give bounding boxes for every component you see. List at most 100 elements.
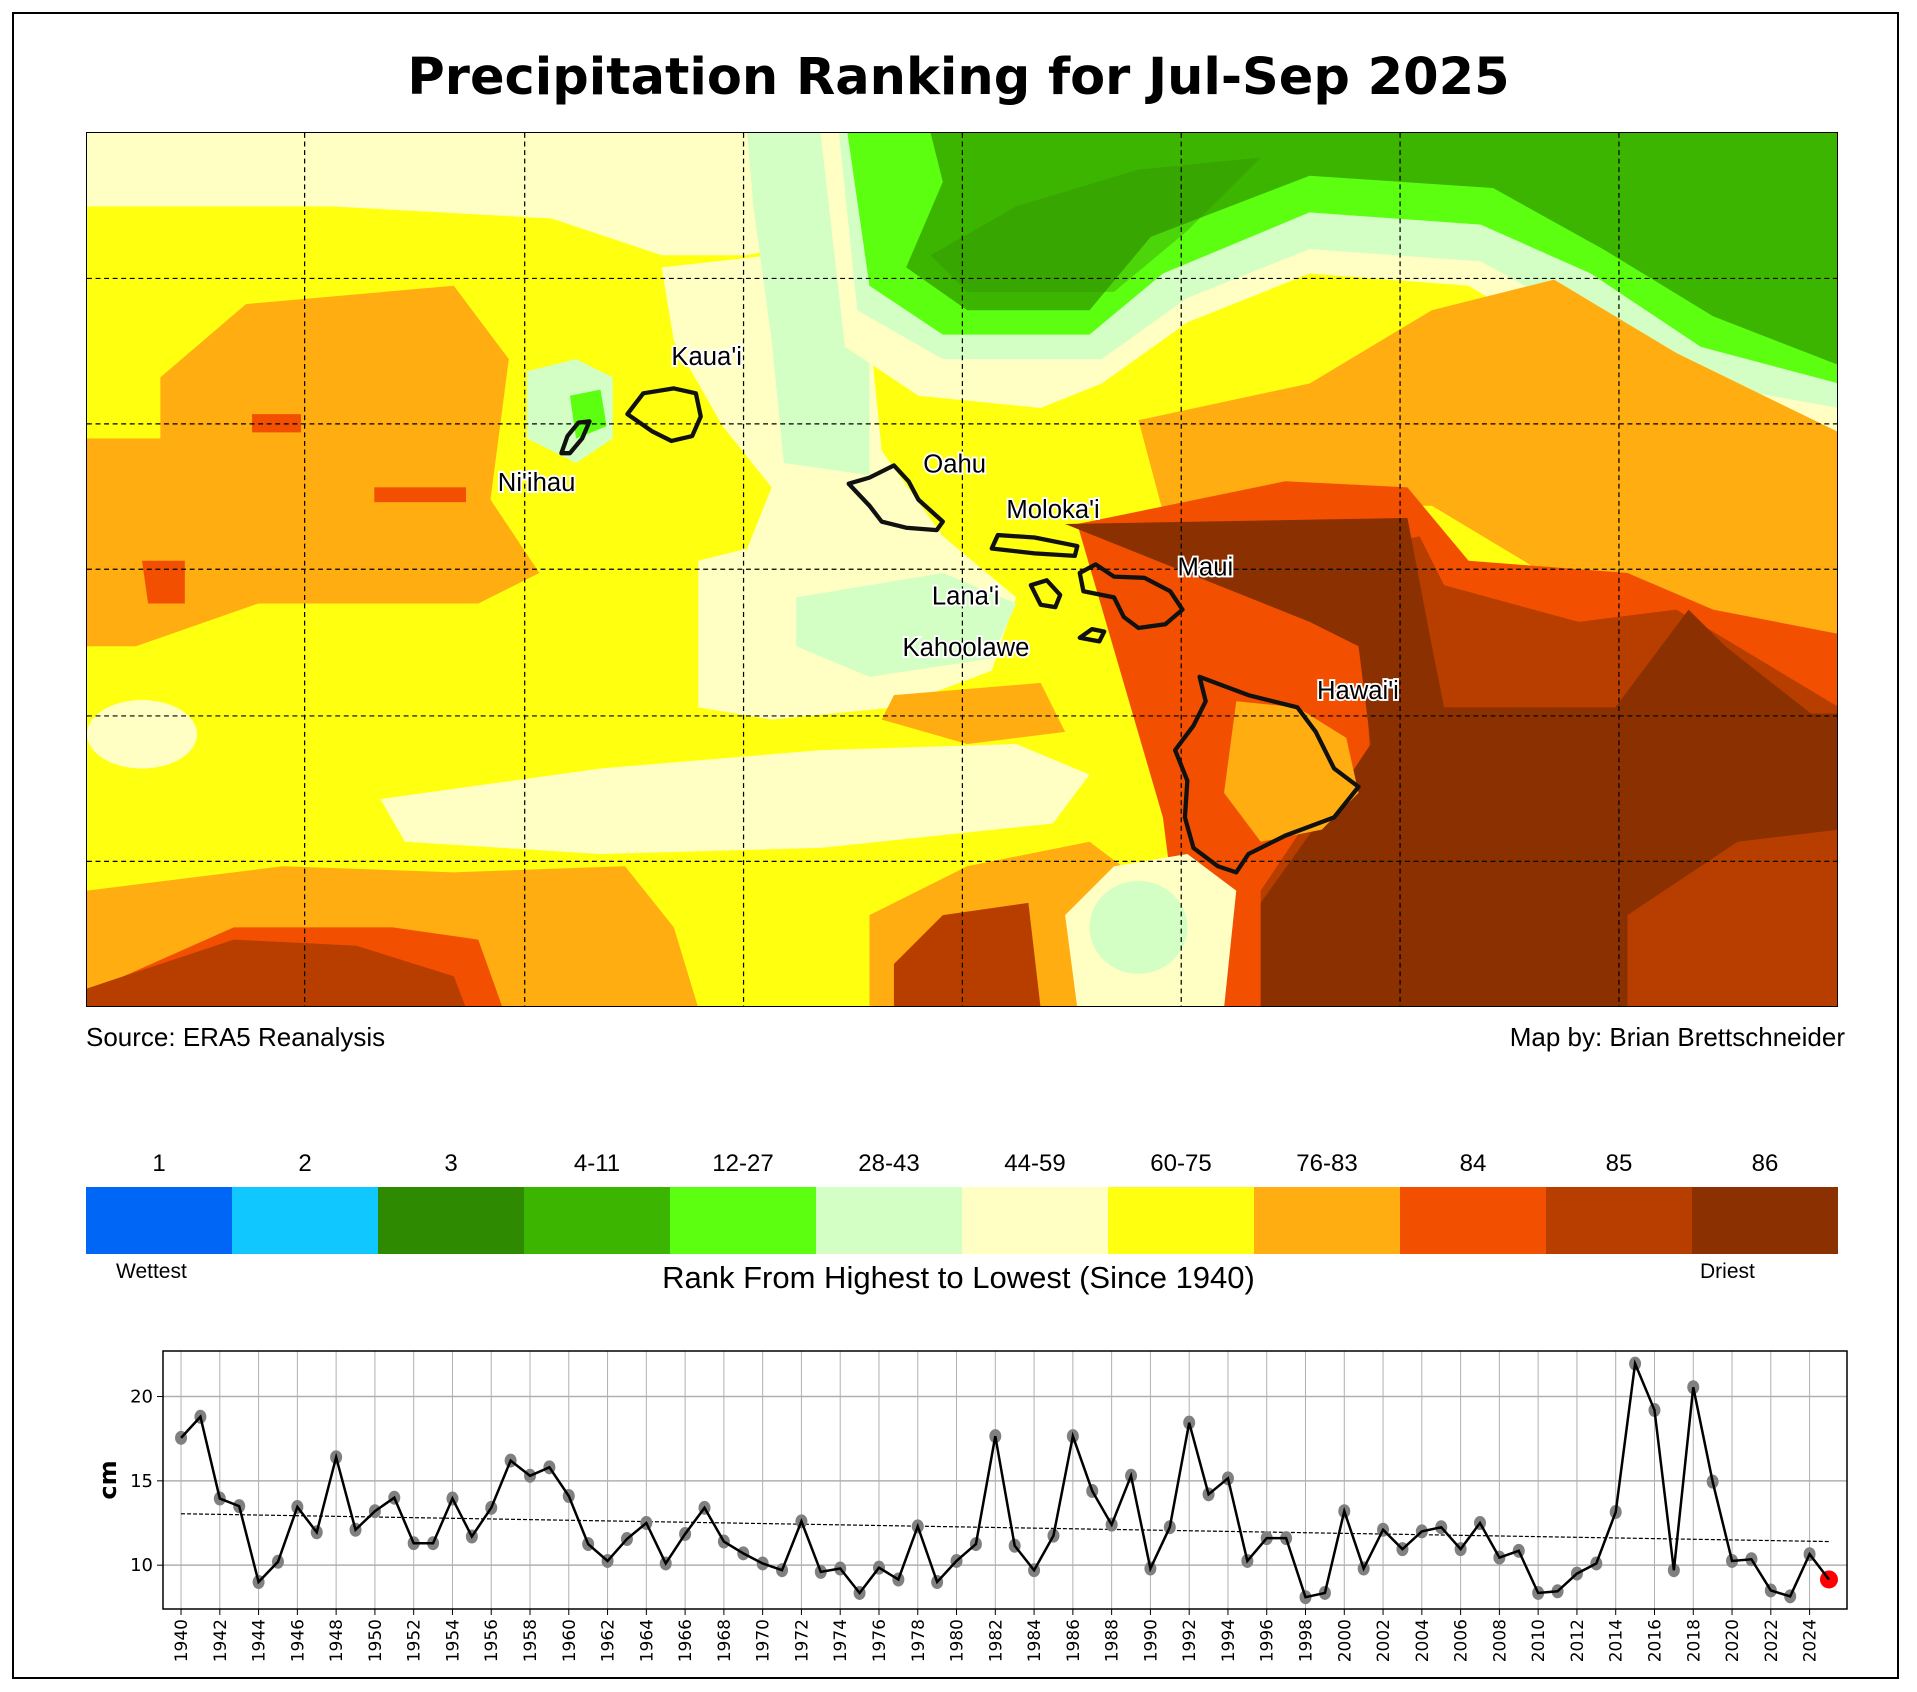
colorbar-swatch [816, 1187, 962, 1254]
x-tick-label: 2004 [1413, 1619, 1433, 1662]
island-label-hawaii: Hawai'i [1317, 677, 1399, 705]
map-region-84 [374, 487, 467, 503]
x-tick-label: 1972 [792, 1619, 812, 1662]
colorbar-swatch [86, 1187, 232, 1254]
x-tick-label: 1962 [599, 1619, 619, 1662]
colorbar-tick-label: 3 [444, 1150, 458, 1177]
colorbar-swatch [1692, 1187, 1838, 1254]
island-label-lanai: Lana'i [932, 583, 1000, 611]
map-region-4-11 [906, 133, 1837, 365]
island-kahoolawe-outline [1077, 627, 1107, 644]
colorbar-swatch [524, 1187, 670, 1254]
island-hawaii-outline [1172, 674, 1361, 875]
colorbar-tick-label: 4-11 [573, 1150, 621, 1177]
y-axis-label: cm [94, 1460, 122, 1499]
map-region-84 [252, 414, 301, 433]
map-region-76-83 [1138, 279, 1837, 719]
colorbar-swatch [1546, 1187, 1692, 1254]
colorbar-tick-label: 84 [1459, 1150, 1487, 1177]
x-tick-label: 1944 [250, 1619, 270, 1662]
colorbar-tick-label: 12-27 [712, 1150, 774, 1177]
x-tick-label: 1994 [1219, 1619, 1239, 1662]
map-region-12-27 [569, 389, 607, 439]
x-tick-label: 1950 [366, 1619, 386, 1662]
map-region-85 [87, 939, 466, 1006]
x-tick-label: 2010 [1529, 1619, 1549, 1662]
x-tick-label: 2014 [1607, 1619, 1627, 1662]
island-label-kahoolawe: Kahoolawe [902, 634, 1029, 662]
map-region-28-43 [527, 359, 613, 463]
map-region-86 [1065, 517, 1837, 1006]
colorbar-tick-label: 1 [152, 1150, 166, 1177]
figure-frame [12, 12, 1899, 1679]
island-label-niihau: Ni'ihau [498, 469, 576, 497]
y-tick-label: 20 [130, 1387, 153, 1408]
island-niihau-outline [559, 419, 592, 456]
x-tick-label: 2006 [1452, 1619, 1472, 1662]
colorbar-labels: 1 2 3 4-11 12-27 28-43 44-59 60-75 76-83 84 85 86 [86, 1150, 1838, 1184]
x-tick-label: 1954 [443, 1619, 463, 1662]
x-tick-label: 1960 [560, 1619, 580, 1662]
colorbar-title: Rank From Highest to Lowest (Since 1940) [662, 1260, 1255, 1295]
island-lanai-outline [1028, 578, 1063, 610]
map-graticule [87, 133, 1837, 1006]
x-tick-label: 1984 [1025, 1619, 1045, 1662]
colorbar-swatch [1400, 1187, 1546, 1254]
x-tick-label: 1952 [405, 1619, 425, 1662]
colorbar-swatch [962, 1187, 1108, 1254]
colorbar-tick-label: 86 [1751, 1150, 1779, 1177]
colorbar-swatch [670, 1187, 816, 1254]
colorbar-tick-label: 76-83 [1296, 1150, 1358, 1177]
x-tick-label: 2018 [1684, 1619, 1704, 1662]
x-tick-label: 1976 [870, 1619, 890, 1662]
map-region-28-43 [796, 572, 1017, 677]
x-tick-label: 2016 [1645, 1619, 1665, 1662]
colorbar-tick-label: 28-43 [858, 1150, 920, 1177]
x-tick-label: 1940 [172, 1619, 192, 1662]
x-tick-label: 1942 [211, 1619, 231, 1662]
colorbar-low-label: Wettest [116, 1260, 187, 1283]
x-tick-label: 1946 [288, 1619, 308, 1662]
map-credit-label: Map by: Brian Brettschneider [1509, 1022, 1845, 1052]
map-svg: Kaua'i Ni'ihau Oahu Moloka'i Lana'i Maui… [87, 133, 1837, 1006]
page-title: Precipitation Ranking for Jul-Sep 2025 [407, 48, 1510, 107]
island-label-molokai: Moloka'i [1006, 496, 1099, 524]
x-tick-label: 1996 [1258, 1619, 1278, 1662]
x-tick-label: 1988 [1103, 1619, 1123, 1662]
x-tick-label: 1964 [637, 1619, 657, 1662]
plot-frame [162, 1350, 1848, 1610]
map-region-3 [930, 157, 1261, 292]
source-label: Source: ERA5 Reanalysis [86, 1022, 386, 1052]
map-region-44-59 [87, 700, 198, 769]
x-tick-label: 1980 [948, 1619, 968, 1662]
x-tick-label: 2024 [1801, 1619, 1821, 1662]
x-tick-label: 1998 [1297, 1619, 1317, 1662]
map-region-28-43 [1089, 880, 1188, 974]
colorbar-high-label: Driest [1700, 1260, 1755, 1283]
island-label-oahu: Oahu [923, 451, 986, 479]
y-tick-label: 10 [130, 1555, 153, 1576]
x-tick-label: 2012 [1568, 1619, 1588, 1662]
map-region-44-59 [380, 744, 1090, 855]
x-tick-label: 1956 [482, 1619, 502, 1662]
x-tick-label: 1966 [676, 1619, 696, 1662]
x-tick-label: 1990 [1141, 1619, 1161, 1662]
series-line [180, 1358, 1830, 1599]
precipitation-rank-map: Kaua'i Ni'ihau Oahu Moloka'i Lana'i Maui… [86, 132, 1838, 1007]
colorbar-tick-label: 2 [298, 1150, 312, 1177]
colorbar-swatch [378, 1187, 524, 1254]
map-region-44-59 [87, 133, 858, 256]
colorbar-swatch [232, 1187, 378, 1254]
island-label-maui: Maui [1178, 553, 1234, 581]
x-tick-label: 1978 [909, 1619, 929, 1662]
colorbar-tick-label: 60-75 [1150, 1150, 1212, 1177]
island-oahu-outline [846, 463, 945, 533]
precip-timeseries-chart: 1940 1942 1944 1946 1948 1950 1952 1954 1956 1958… [94, 1350, 1848, 1662]
x-tick-label: 2000 [1335, 1619, 1355, 1662]
x-tick-label: 1970 [754, 1619, 774, 1662]
island-molokai-outline [989, 532, 1080, 558]
x-tick-label: 1986 [1064, 1619, 1084, 1662]
x-tick-label: 1948 [327, 1619, 347, 1662]
map-region-76-83 [881, 682, 1066, 745]
colorbar-swatch [1108, 1187, 1254, 1254]
